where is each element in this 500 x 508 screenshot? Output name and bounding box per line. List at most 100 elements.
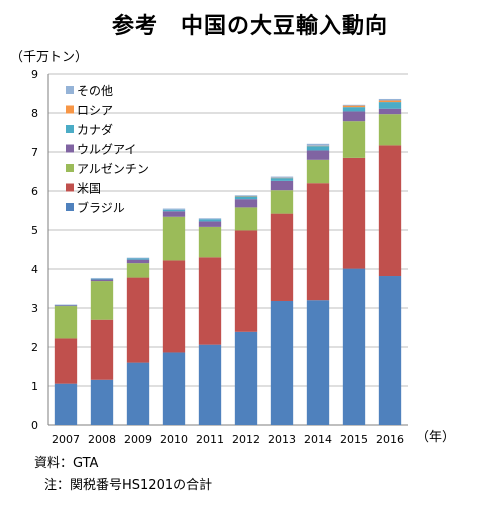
bar-segment bbox=[90, 277, 114, 279]
legend-label: ウルグアイ bbox=[77, 143, 136, 157]
bar-segment bbox=[342, 268, 366, 425]
bar-segment bbox=[270, 300, 294, 425]
bar-segment bbox=[162, 216, 186, 261]
bar-segment bbox=[378, 102, 402, 109]
bar-segment bbox=[234, 331, 258, 425]
bar-segment bbox=[162, 352, 186, 425]
bar-segment bbox=[270, 213, 294, 301]
y-tick-label: 1 bbox=[31, 380, 38, 393]
y-tick-label: 6 bbox=[31, 185, 38, 198]
bar-segment bbox=[234, 199, 258, 208]
bar-segment bbox=[306, 150, 330, 160]
legend-swatch bbox=[66, 125, 74, 133]
bar-segment bbox=[198, 221, 222, 227]
bar-segment bbox=[90, 279, 114, 282]
bar-segment bbox=[126, 362, 150, 425]
x-tick-label: 2010 bbox=[160, 433, 188, 446]
bar-segment bbox=[162, 208, 186, 210]
bar-segment bbox=[378, 276, 402, 425]
legend-label: ブラジル bbox=[77, 200, 125, 215]
chart-title: 参考 中国の大豆輸入動向 bbox=[111, 14, 388, 39]
x-tick-label: 2011 bbox=[196, 433, 224, 446]
bar-segment bbox=[270, 178, 294, 181]
bar-segment bbox=[306, 300, 330, 425]
bar-segment bbox=[126, 257, 150, 259]
bar-segment bbox=[306, 146, 330, 151]
bar-segment bbox=[90, 281, 114, 320]
y-tick-label: 9 bbox=[31, 68, 38, 81]
bar-segment bbox=[378, 98, 402, 101]
bar-segment bbox=[198, 257, 222, 345]
x-tick-label: 2014 bbox=[304, 433, 332, 446]
bar-segment bbox=[342, 111, 366, 122]
bar-segment bbox=[162, 209, 186, 212]
bar-segment bbox=[378, 100, 402, 103]
bar-segment bbox=[162, 260, 186, 353]
bar-segment bbox=[126, 259, 150, 264]
source-note: 資料：GTA bbox=[34, 456, 99, 471]
bar-segment bbox=[198, 219, 222, 222]
x-tick-label: 2007 bbox=[52, 433, 80, 446]
bar-segment bbox=[126, 263, 150, 278]
bar-segment bbox=[234, 195, 258, 197]
bar-segment bbox=[54, 338, 78, 384]
bar-segment bbox=[270, 190, 294, 214]
footnote: 注：関税番号HS1201の合計 bbox=[44, 478, 213, 493]
y-tick-label: 0 bbox=[31, 419, 38, 432]
bar-segment bbox=[270, 180, 294, 191]
legend-label: カナダ bbox=[77, 122, 113, 137]
legend-label: アルゼンチン bbox=[77, 162, 149, 176]
y-tick-label: 3 bbox=[31, 302, 38, 315]
y-tick-label: 2 bbox=[31, 341, 38, 354]
y-tick-label: 4 bbox=[31, 263, 38, 276]
bar-segment bbox=[90, 278, 114, 280]
x-tick-label: 2009 bbox=[124, 433, 152, 446]
bar-segment bbox=[54, 383, 78, 425]
legend-label: 米国 bbox=[77, 182, 101, 196]
x-tick-label: 2016 bbox=[376, 433, 404, 446]
bar-segment bbox=[378, 145, 402, 277]
bar-segment bbox=[90, 379, 114, 425]
y-tick-label: 5 bbox=[31, 224, 38, 237]
bar-segment bbox=[126, 277, 150, 363]
y-tick-label: 7 bbox=[31, 146, 38, 159]
legend-swatch bbox=[66, 164, 74, 172]
bar-segment bbox=[198, 226, 222, 258]
bar-segment bbox=[234, 207, 258, 231]
bar-segment bbox=[342, 157, 366, 269]
bar-segment bbox=[342, 105, 366, 108]
x-tick-label: 2008 bbox=[88, 433, 116, 446]
bar-segment bbox=[234, 196, 258, 200]
legend-swatch bbox=[66, 183, 74, 192]
bar-segment bbox=[198, 218, 222, 220]
legend-label: その他 bbox=[77, 84, 113, 98]
bar-segment bbox=[378, 108, 402, 115]
bar-segment bbox=[198, 344, 222, 425]
bar-segment bbox=[306, 159, 330, 184]
bar-segment bbox=[162, 211, 186, 217]
bar-segment bbox=[306, 183, 330, 301]
legend-swatch bbox=[66, 86, 74, 94]
legend-swatch bbox=[66, 144, 74, 153]
bar-segment bbox=[342, 104, 366, 106]
y-axis-unit: （千万トン） bbox=[10, 50, 89, 65]
bar-segment bbox=[270, 176, 294, 178]
legend-swatch bbox=[66, 105, 74, 114]
bar-segment bbox=[378, 114, 402, 146]
x-tick-label: 2015 bbox=[340, 433, 368, 446]
bar-segment bbox=[342, 107, 366, 112]
bar-segment bbox=[234, 230, 258, 332]
bar-segment bbox=[54, 305, 78, 307]
x-axis-unit: （年） bbox=[416, 430, 456, 445]
x-tick-label: 2012 bbox=[232, 433, 260, 446]
y-tick-label: 8 bbox=[31, 107, 38, 120]
bar-segment bbox=[306, 143, 330, 146]
bar-segment bbox=[126, 258, 150, 260]
x-tick-label: 2013 bbox=[268, 433, 296, 446]
bar-segment bbox=[342, 121, 366, 158]
legend-swatch bbox=[66, 203, 74, 211]
bar-segment bbox=[54, 306, 78, 339]
bar-segment bbox=[90, 319, 114, 380]
legend-label: ロシア bbox=[77, 104, 113, 118]
